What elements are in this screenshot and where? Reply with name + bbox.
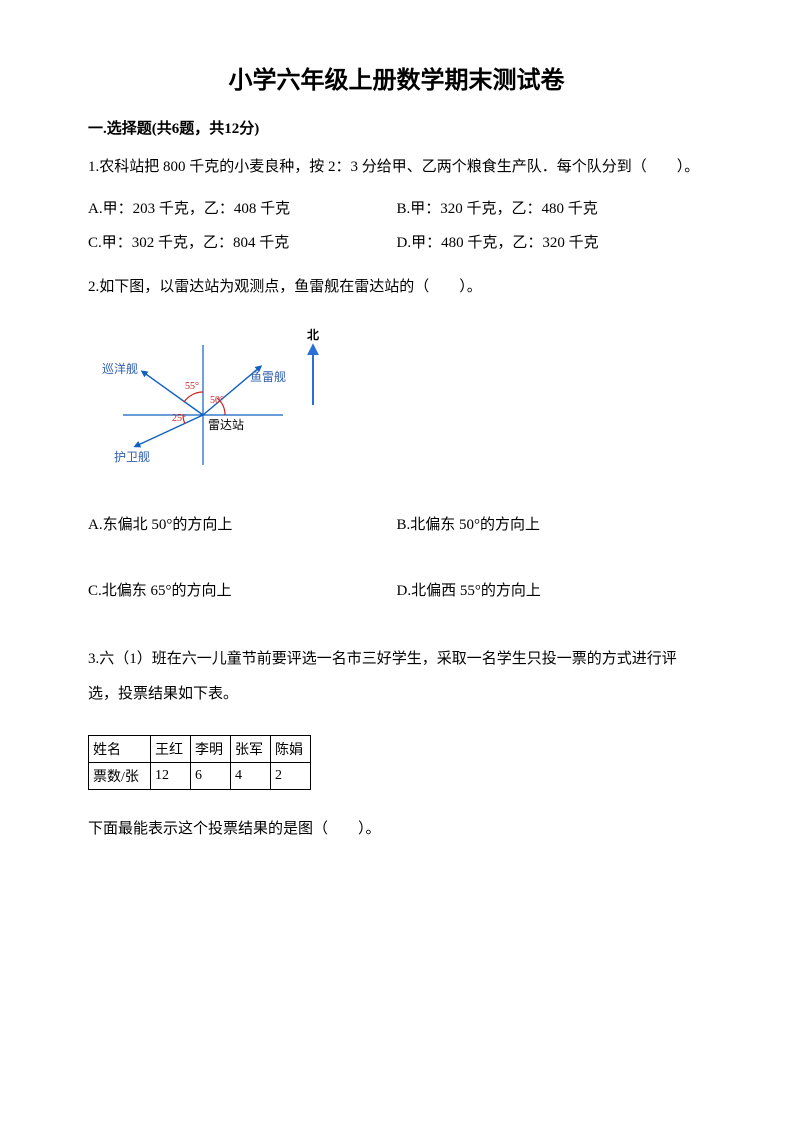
section-header: 一.选择题(共6题，共12分) [88, 117, 705, 138]
q2-opt-b: B.北偏东 50°的方向上 [397, 510, 706, 540]
q3-para: 3.六（1）班在六一儿童节前要评选一名市三好学生，采取一名学生只投一票的方式进行… [88, 642, 705, 711]
col-3: 陈娟 [271, 736, 311, 763]
q2-opt-d: D.北偏西 55°的方向上 [397, 576, 706, 606]
angle-55: 55° [185, 381, 199, 392]
val-3: 2 [271, 763, 311, 790]
q1-opt-b: B.甲：320 千克，乙：480 千克 [397, 194, 706, 224]
q1-opt-c: C.甲：302 千克，乙：804 千克 [88, 228, 397, 258]
ship-xunyang: 巡洋舰 [102, 360, 138, 377]
q1-text: 1.农科站把 800 千克的小麦良种，按 2：3 分给甲、乙两个粮食生产队．每个… [88, 152, 705, 182]
page-title: 小学六年级上册数学期末测试卷 [88, 60, 705, 95]
col-2: 张军 [231, 736, 271, 763]
q1-options-row2: C.甲：302 千克，乙：804 千克 D.甲：480 千克，乙：320 千克 [88, 228, 705, 258]
ship-yulei: 鱼雷舰 [250, 368, 286, 385]
angle-25: 25° [172, 413, 186, 424]
q2-options-row2: C.北偏东 65°的方向上 D.北偏西 55°的方向上 [88, 576, 705, 606]
q3-final: 下面最能表示这个投票结果的是图（ ）。 [88, 814, 705, 844]
q1-options-row1: A.甲：203 千克，乙：408 千克 B.甲：320 千克，乙：480 千克 [88, 194, 705, 224]
val-1: 6 [191, 763, 231, 790]
north-label: 北 [307, 326, 319, 343]
col-0: 王红 [151, 736, 191, 763]
q2-options-row1: A.东偏北 50°的方向上 B.北偏东 50°的方向上 [88, 510, 705, 540]
center-label: 雷达站 [208, 416, 244, 433]
angle-50: 50° [210, 395, 224, 406]
val-2: 4 [231, 763, 271, 790]
val-0: 12 [151, 763, 191, 790]
th-votes: 票数/张 [89, 763, 151, 790]
col-1: 李明 [191, 736, 231, 763]
ship-huwei: 护卫舰 [114, 448, 150, 465]
q2-text: 2.如下图，以雷达站为观测点，鱼雷舰在雷达站的（ ）。 [88, 272, 705, 302]
q2-diagram: 北 巡洋舰 鱼雷舰 护卫舰 雷达站 55° 50° 25° [88, 320, 705, 480]
q2-opt-a: A.东偏北 50°的方向上 [88, 510, 397, 540]
q1-opt-d: D.甲：480 千克，乙：320 千克 [397, 228, 706, 258]
th-name: 姓名 [89, 736, 151, 763]
q2-opt-c: C.北偏东 65°的方向上 [88, 576, 397, 606]
vote-table: 姓名 王红 李明 张军 陈娟 票数/张 12 6 4 2 [88, 735, 311, 790]
q1-opt-a: A.甲：203 千克，乙：408 千克 [88, 194, 397, 224]
